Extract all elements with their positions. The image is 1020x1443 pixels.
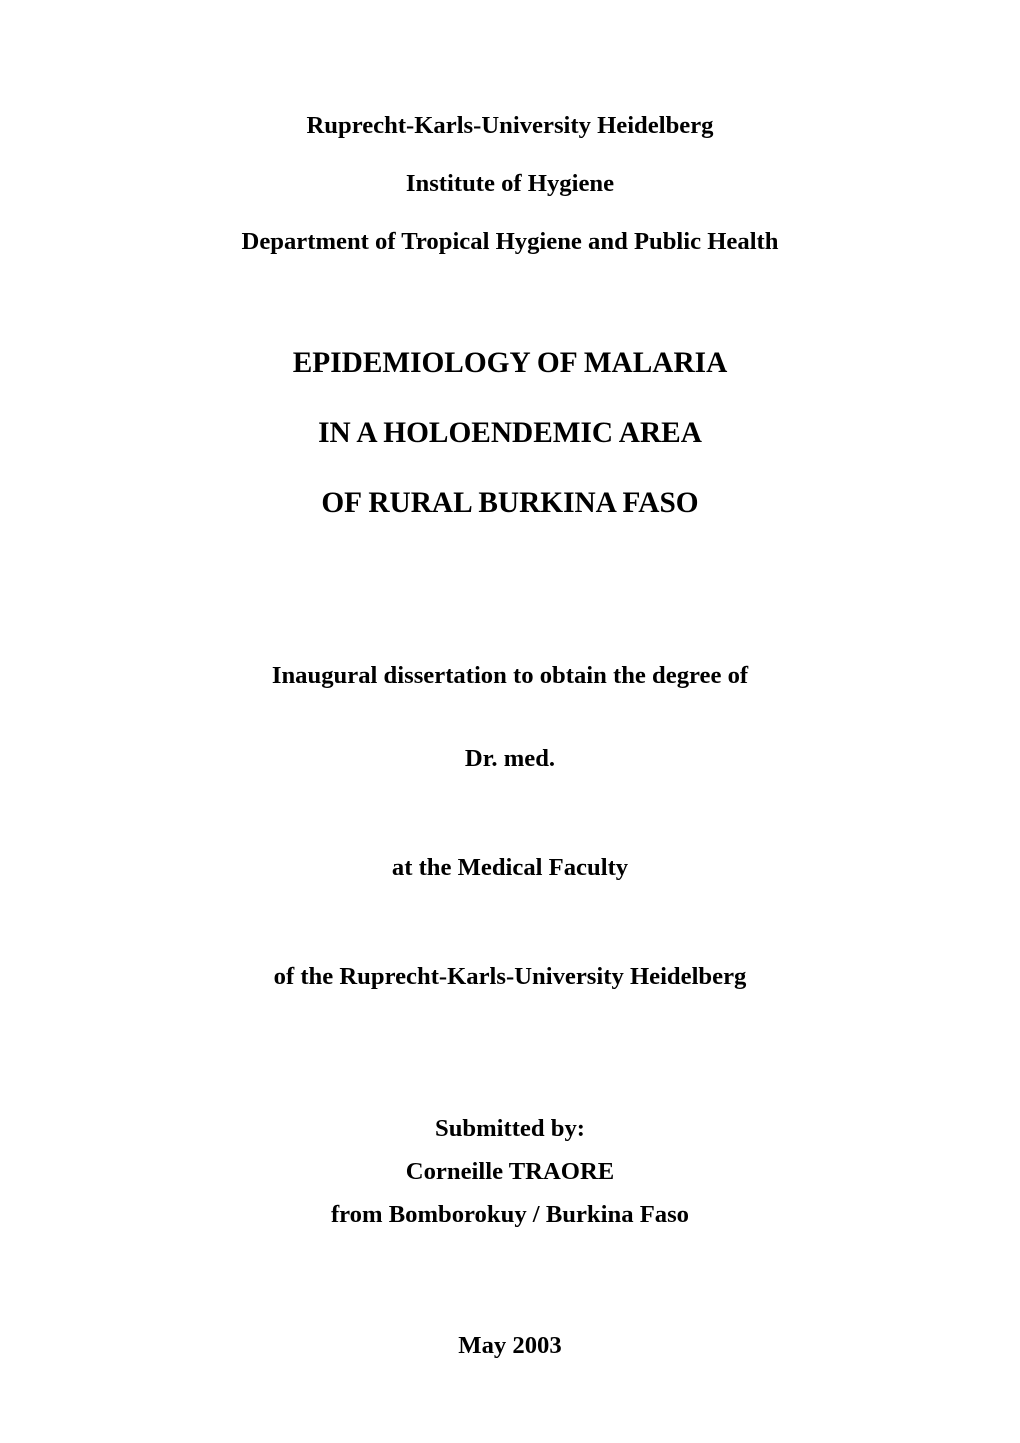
submission-date: May 2003 (0, 1332, 1020, 1360)
title-line-2: IN A HOLOENDEMIC AREA (0, 417, 1020, 451)
university-name: Ruprecht-Karls-University Heidelberg (0, 112, 1020, 140)
title-line-1: EPIDEMIOLOGY OF MALARIA (0, 347, 1020, 381)
title-line-3: OF RURAL BURKINA FASO (0, 487, 1020, 521)
title-page: Ruprecht-Karls-University Heidelberg Ins… (0, 0, 1020, 1443)
submitted-by-label: Submitted by: (0, 1115, 1020, 1143)
subtitle-line-1: Inaugural dissertation to obtain the deg… (0, 662, 1020, 690)
author-origin: from Bomborokuy / Burkina Faso (0, 1201, 1020, 1229)
author-name: Corneille TRAORE (0, 1158, 1020, 1186)
subtitle-line-2: Dr. med. (0, 745, 1020, 773)
institute-name: Institute of Hygiene (0, 170, 1020, 198)
department-name: Department of Tropical Hygiene and Publi… (0, 228, 1020, 256)
subtitle-line-4: of the Ruprecht-Karls-University Heidelb… (0, 963, 1020, 991)
subtitle-line-3: at the Medical Faculty (0, 854, 1020, 882)
